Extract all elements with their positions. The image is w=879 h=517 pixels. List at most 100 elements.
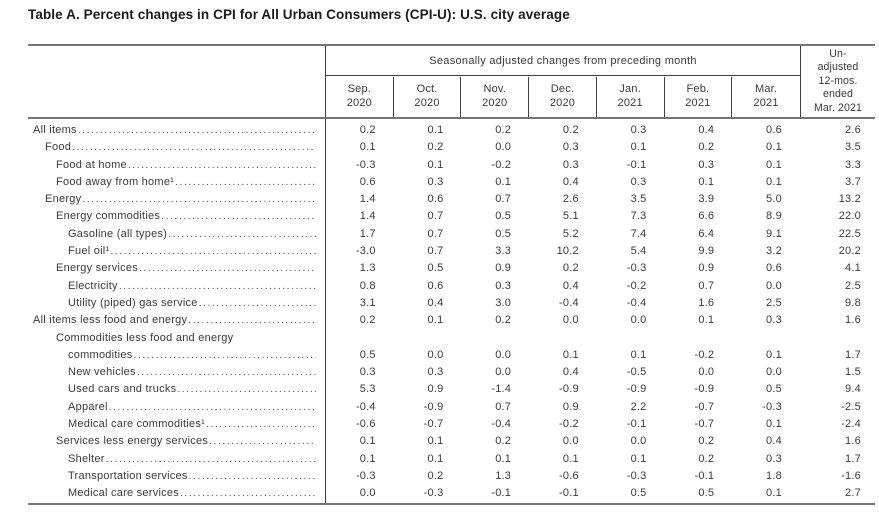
value-cell: 0.1 — [766, 418, 782, 431]
value-cell: 0.0 — [698, 366, 715, 379]
dot-leader — [161, 208, 316, 225]
value-cell: 0.0 — [630, 314, 647, 327]
value-cell: 1.7 — [359, 227, 376, 240]
value-cell: 0.1 — [359, 452, 376, 465]
row-label-cell: Electricity — [28, 278, 325, 295]
row-values: 0.8 0.6 0.3 0.4 -0.2 0.7 0.0 2.5 — [325, 278, 874, 295]
value-cell: -0.7 — [694, 400, 715, 413]
value-cell: -0.1 — [694, 469, 715, 482]
dot-leader — [199, 295, 316, 312]
row-label: Energy — [45, 193, 82, 206]
value-cell: 9.9 — [698, 245, 715, 258]
value-cell: 0.0 — [630, 435, 647, 448]
row-label-cell: Utility (piped) gas service — [28, 295, 325, 312]
table-body: All items 0.2 0.1 0.2 0.2 0.3 0.4 0.6 2.… — [28, 119, 875, 503]
row-values: -0.3 0.2 1.3 -0.6 -0.3 -0.1 1.8 -1.6 — [325, 468, 874, 485]
dot-leader — [139, 260, 316, 277]
value-cell: 3.2 — [766, 245, 782, 258]
dot-leader — [134, 347, 317, 364]
value-cell: 0.1 — [766, 348, 782, 361]
value-cell: 1.8 — [766, 469, 782, 482]
table-row: Food away from home¹ 0.6 0.3 0.1 0.4 0.3… — [28, 174, 875, 191]
value-cell: 0.4 — [562, 366, 579, 379]
table-row: Commodities less food and energy commodi… — [28, 330, 875, 365]
value-cell: 0.5 — [698, 487, 715, 500]
table-row: Apparel -0.4 -0.9 0.7 0.9 2.2 -0.7 -0.3 … — [28, 399, 875, 416]
value-cell: 1.3 — [359, 262, 376, 275]
month-year: 2021 — [753, 96, 779, 109]
row-values: 0.2 0.1 0.2 0.0 0.0 0.1 0.3 1.6 — [325, 312, 874, 329]
row-values: 0.1 0.2 0.0 0.3 0.1 0.2 0.1 3.5 — [325, 139, 874, 156]
value-cell: -0.7 — [694, 418, 715, 431]
value-cell: 0.1 — [698, 314, 715, 327]
value-cell: 2.2 — [630, 400, 647, 413]
value-cell: -0.3 — [626, 469, 647, 482]
value-cell-unadjusted: 4.1 — [845, 262, 861, 275]
table-row: Energy commodities 1.4 0.7 0.5 5.1 7.3 6… — [28, 208, 875, 225]
table-row: Food at home -0.3 0.1 -0.2 0.3 -0.1 0.3 … — [28, 157, 875, 174]
value-cell-unadjusted: -2.5 — [841, 400, 861, 413]
value-cell: 7.3 — [630, 210, 647, 223]
value-cell: -0.2 — [491, 158, 512, 171]
month-header-row: Sep. 2020 Oct. 2020 Nov. 2020 Dec. 2020 … — [326, 77, 800, 117]
value-cell: 0.9 — [562, 400, 579, 413]
row-label-cell: Fuel oil¹ — [28, 243, 325, 260]
value-cell-unadjusted: 22.5 — [838, 227, 861, 240]
value-cell: 1.4 — [359, 210, 376, 223]
value-cell: 0.1 — [495, 175, 512, 188]
value-cell-unadjusted: 9.4 — [845, 383, 861, 396]
table-title: Table A. Percent changes in CPI for All … — [28, 7, 570, 22]
value-cell: 2.5 — [766, 296, 782, 309]
seasonally-adjusted-header-label: Seasonally adjusted changes from precedi… — [429, 54, 697, 67]
unadjusted-header: Un- adjusted 12-mos. ended Mar. 2021 — [801, 46, 875, 117]
row-label-line: Utility (piped) gas service — [28, 295, 325, 312]
row-values: 0.6 0.3 0.1 0.4 0.3 0.1 0.1 3.7 — [325, 174, 874, 191]
month-header-cell: Oct. 2020 — [394, 77, 462, 117]
table-row: Medical care commodities¹ -0.6 -0.7 -0.4… — [28, 416, 875, 433]
row-label-line: Medical care commodities¹ — [28, 416, 325, 433]
value-cell: 3.0 — [495, 296, 512, 309]
value-cell: -0.3 — [762, 400, 782, 413]
row-label: commodities — [68, 348, 133, 361]
table-top-rule — [28, 44, 875, 46]
row-label: Commodities less food and energy — [56, 331, 234, 344]
row-label-line: All items — [28, 122, 325, 139]
row-values: 0.2 0.1 0.2 0.2 0.3 0.4 0.6 2.6 — [325, 122, 874, 139]
value-cell: 5.1 — [562, 210, 579, 223]
value-cell: 0.7 — [495, 400, 512, 413]
month-abbr: Sep. — [347, 83, 372, 95]
row-label-cell: Shelter — [28, 451, 325, 468]
value-cell: 0.1 — [427, 435, 444, 448]
dot-leader — [119, 278, 316, 295]
value-cell: 0.5 — [427, 262, 444, 275]
row-label-cell: Food away from home¹ — [28, 174, 325, 191]
seasonally-adjusted-header: Seasonally adjusted changes from precedi… — [326, 46, 800, 76]
row-label-line: Fuel oil¹ — [28, 243, 325, 260]
row-values: 3.1 0.4 3.0 -0.4 -0.4 1.6 2.5 9.8 — [325, 295, 874, 312]
row-label-cell: Used cars and trucks — [28, 381, 325, 398]
value-cell: 5.0 — [766, 193, 782, 206]
value-cell: 0.1 — [359, 141, 376, 154]
table-row: Shelter 0.1 0.1 0.1 0.1 0.1 0.2 0.3 1.7 — [28, 451, 875, 468]
row-label-line: Energy — [28, 191, 325, 208]
value-cell: 0.0 — [495, 141, 512, 154]
row-label-line: Gasoline (all types) — [28, 226, 325, 243]
value-cell: 0.7 — [427, 245, 444, 258]
value-cell: -0.1 — [626, 158, 647, 171]
dot-leader — [78, 122, 316, 139]
value-cell: 0.2 — [495, 435, 512, 448]
table-row: Used cars and trucks 5.3 0.9 -1.4 -0.9 -… — [28, 381, 875, 398]
row-label: Energy services — [56, 262, 139, 275]
value-cell: 0.1 — [427, 158, 444, 171]
value-cell: 0.5 — [495, 227, 512, 240]
value-cell: 0.1 — [766, 158, 782, 171]
row-label-line: Medical care services — [28, 485, 325, 502]
row-label-line: Food at home — [28, 157, 325, 174]
value-cell: 0.5 — [766, 383, 782, 396]
table-row: All items less food and energy 0.2 0.1 0… — [28, 312, 875, 329]
value-cell: 0.4 — [427, 296, 444, 309]
table-bottom-rule — [28, 503, 875, 505]
value-cell: -0.2 — [626, 279, 647, 292]
value-cell: -0.9 — [559, 383, 579, 396]
